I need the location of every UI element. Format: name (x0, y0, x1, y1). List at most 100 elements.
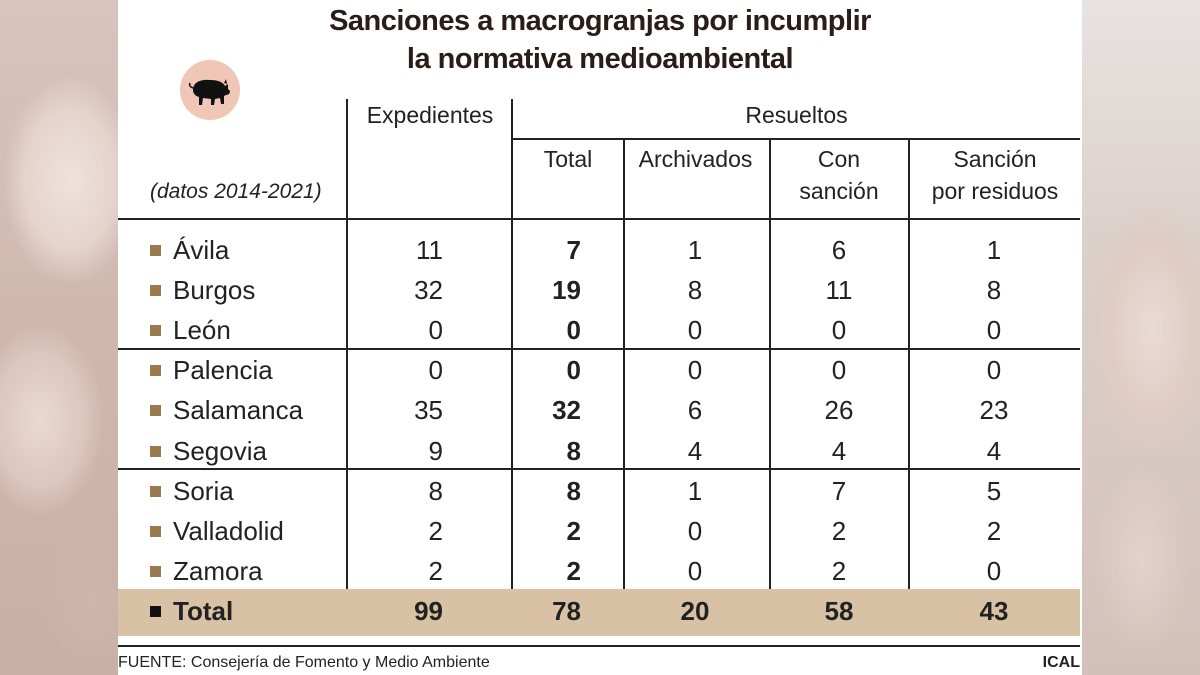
table-bottom-line (118, 645, 1080, 647)
table-row-label: Burgos (150, 270, 255, 310)
cell-con-sancion: 26 (824, 395, 854, 426)
col-divider-5 (908, 138, 910, 636)
cell-con-sancion: 7 (831, 475, 847, 506)
header-resueltos: Resueltos (745, 102, 848, 128)
bullet-square (150, 285, 161, 297)
cell-expedientes: 11 (416, 235, 443, 265)
cell-expedientes: 2 (428, 515, 443, 546)
bullet-square (150, 245, 161, 256)
cell-archivados: 0 (687, 355, 703, 386)
cell-con-sancion: 0 (831, 315, 847, 346)
background-photo-right (1082, 0, 1200, 675)
header-expedientes: Expedientes (366, 102, 494, 128)
cell-con-sancion: 4 (831, 435, 847, 466)
total-expedientes: 99 (414, 596, 443, 626)
cell-sancion-residuos: 4 (986, 435, 1002, 466)
cell-sancion-residuos: 8 (986, 275, 1002, 306)
cell-expedientes: 0 (428, 315, 443, 346)
table-row-label: Soria (150, 471, 234, 511)
cell-expedientes: 8 (428, 475, 443, 506)
bullet-square (150, 405, 161, 417)
cell-archivados: 0 (687, 515, 703, 546)
data-period-note: (datos 2014-2021) (150, 180, 322, 203)
cell-archivados: 1 (687, 475, 703, 506)
header-divider-resueltos (511, 138, 1080, 140)
total-con-sancion: 58 (824, 596, 854, 626)
cell-archivados: 4 (687, 435, 703, 466)
header-archivados: Archivados (638, 146, 753, 172)
group-divider-2 (118, 468, 1080, 470)
cell-total: 19 (552, 275, 581, 306)
cell-sancion-residuos: 0 (986, 355, 1002, 386)
chart-title: Sanciones a macrogranjas por incumplir l… (118, 2, 1082, 78)
cell-con-sancion: 2 (831, 515, 847, 546)
header-total: Total (543, 146, 593, 172)
cell-con-sancion: 0 (831, 355, 847, 386)
table-row-label: León (150, 310, 231, 350)
cell-con-sancion: 2 (831, 555, 847, 586)
cell-total: 2 (566, 555, 581, 586)
table-row-label: Segovia (150, 431, 267, 471)
cell-sancion-residuos: 5 (986, 475, 1002, 506)
cell-archivados: 8 (687, 275, 703, 306)
cell-archivados: 0 (687, 315, 703, 346)
pig-icon (180, 60, 240, 120)
header-sancion-residuos-line2: por residuos (931, 178, 1059, 204)
bullet-square (150, 606, 161, 617)
bullet-square (150, 365, 161, 377)
cell-total: 32 (552, 395, 581, 426)
cell-sancion-residuos: 0 (986, 315, 1002, 346)
infographic-panel: Sanciones a macrogranjas por incumplir l… (118, 0, 1082, 675)
cell-sancion-residuos: 0 (986, 555, 1002, 586)
col-divider-3 (623, 138, 625, 636)
background-photo-left (0, 0, 118, 675)
total-archivados: 20 (680, 596, 710, 626)
header-bottom-line (118, 218, 1080, 220)
table-row-label: Palencia (150, 350, 273, 390)
col-divider-4 (769, 138, 771, 636)
cell-total: 0 (566, 355, 581, 386)
cell-archivados: 6 (687, 395, 703, 426)
cell-archivados: 0 (687, 555, 703, 586)
header-con-sancion-line1: Con (817, 146, 861, 172)
cell-total: 2 (566, 515, 581, 546)
header-con-sancion: Con sanción (770, 143, 908, 207)
total-row-label: Total (150, 591, 233, 631)
cell-expedientes: 32 (414, 275, 443, 306)
title-line-2: la normativa medioambiental (406, 43, 794, 75)
credit-label: ICAL (1042, 654, 1080, 671)
col-divider-2 (511, 99, 513, 636)
total-sancion-residuos: 43 (979, 596, 1009, 626)
table-row-label: Ávila (150, 230, 229, 270)
cell-expedientes: 35 (414, 395, 443, 426)
cell-sancion-residuos: 2 (986, 515, 1002, 546)
cell-con-sancion: 11 (825, 275, 853, 306)
bullet-square (150, 525, 161, 537)
header-sancion-residuos-line1: Sanción (953, 146, 1037, 172)
bullet-square (150, 565, 161, 577)
header-sancion-residuos: Sanción por residuos (910, 143, 1080, 207)
title-line-1: Sanciones a macrogranjas por incumplir (329, 5, 871, 37)
total-row-band (118, 589, 1080, 636)
table-row-label: Valladolid (150, 511, 284, 551)
cell-expedientes: 0 (428, 355, 443, 386)
table-row-label: Salamanca (150, 390, 303, 430)
bullet-square (150, 485, 161, 497)
cell-expedientes: 9 (428, 435, 443, 466)
header-con-sancion-line2: sanción (799, 178, 879, 204)
cell-sancion-residuos: 1 (986, 235, 1002, 265)
bullet-square (150, 445, 161, 457)
cell-archivados: 1 (687, 235, 703, 265)
cell-sancion-residuos: 23 (979, 395, 1009, 426)
table-row-label: Zamora (150, 551, 263, 591)
bullet-square (150, 325, 161, 337)
total-total: 78 (552, 596, 581, 626)
cell-total: 8 (566, 475, 581, 506)
cell-total: 7 (566, 235, 581, 265)
cell-con-sancion: 6 (831, 235, 847, 265)
source-footer: FUENTE: Consejería de Fomento y Medio Am… (118, 654, 490, 671)
group-divider-1 (118, 348, 1080, 350)
cell-expedientes: 2 (428, 555, 443, 586)
col-divider-1 (346, 99, 348, 636)
cell-total: 0 (566, 315, 581, 346)
